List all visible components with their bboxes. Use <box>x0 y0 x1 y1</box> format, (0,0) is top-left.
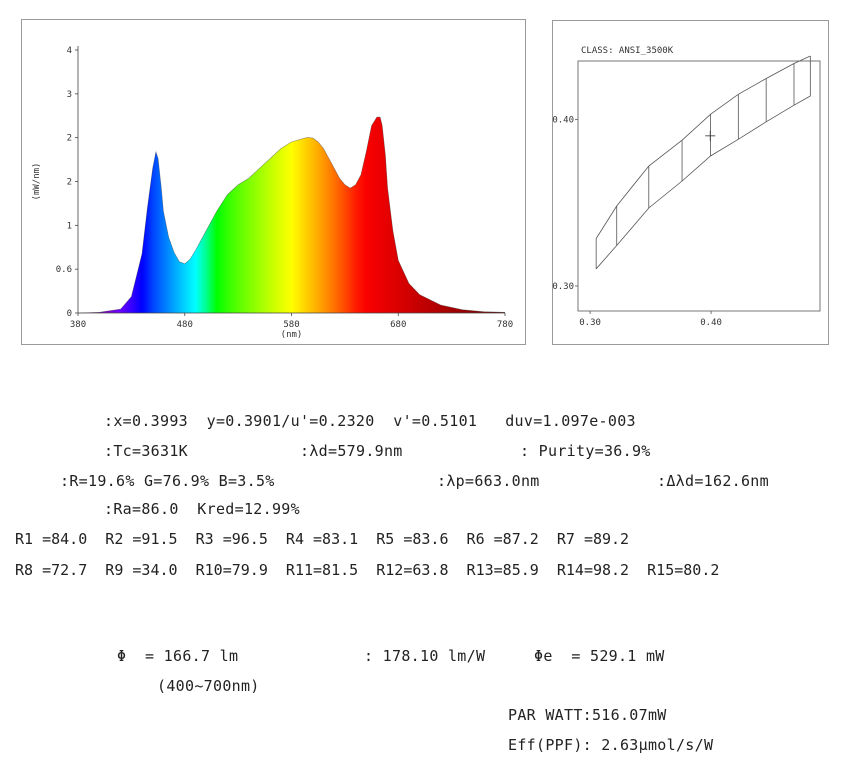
chromaticity-panel: CLASS: ANSI_3500K 0.30 0.40 0.30 0.40 <box>552 20 829 345</box>
x-tick-label: 580 <box>283 320 299 330</box>
spectrum-area <box>78 117 505 313</box>
x-tick-label: 0.40 <box>700 318 722 328</box>
y-tick-label: 0.40 <box>552 115 574 125</box>
y-tick-label: 0.6 <box>56 265 72 275</box>
dominant-wavelength: :λd=579.9nm <box>300 442 403 460</box>
chromaticity-chart: CLASS: ANSI_3500K 0.30 0.40 0.30 0.40 <box>552 46 821 328</box>
luminous-efficacy: : 178.10 lm/W <box>364 647 486 665</box>
luminous-flux: Φ = 166.7 lm <box>117 647 239 665</box>
cri-row-1: R1 =84.0 R2 =91.5 R3 =96.5 R4 =83.1 R5 =… <box>15 530 630 548</box>
y-tick-label: 3 <box>67 90 72 100</box>
plot-frame <box>577 60 821 312</box>
wavelength-range: (400~700nm) <box>157 677 260 695</box>
y-tick-label: 0.30 <box>552 282 574 292</box>
x-axis-label: (nm) <box>281 330 303 340</box>
peak-wavelength: :λp=663.0nm <box>437 472 540 490</box>
purity-value: : Purity=36.9% <box>520 442 651 460</box>
y-tick-label: 0 <box>67 309 72 319</box>
cct-value: :Tc=3631K <box>104 442 188 460</box>
y-tick-label: 2 <box>67 178 72 188</box>
cri-row-2: R8 =72.7 R9 =34.0 R10=79.9 R11=81.5 R12=… <box>15 561 720 579</box>
spectrum-chart: 380 480 580 680 780 0 0.6 1 2 2 3 4 (nm) (mW/nm) <box>32 46 513 340</box>
par-watt: PAR WATT:516.07mW <box>508 706 667 724</box>
chart-class-title: CLASS: ANSI_3500K <box>581 46 674 56</box>
bin-upper-boundary <box>595 55 811 239</box>
x-tick-label: 0.30 <box>579 318 601 328</box>
x-tick-label: 480 <box>177 320 193 330</box>
coordinates-line: :x=0.3993 y=0.3901/u'=0.2320 v'=0.5101 d… <box>104 412 636 430</box>
ppf-efficiency: Eff(PPF): 2.63μmol/s/W <box>508 736 714 754</box>
y-tick-label: 2 <box>67 134 72 144</box>
x-tick-label: 680 <box>390 320 406 330</box>
y-tick-label: 1 <box>67 221 72 231</box>
ra-kred-line: :Ra=86.0 Kred=12.99% <box>104 500 300 518</box>
bin-lower-boundary <box>595 95 811 270</box>
spectrum-panel: 380 480 580 680 780 0 0.6 1 2 2 3 4 (nm) (mW/nm) <box>21 19 526 345</box>
y-tick-label: 4 <box>67 46 72 56</box>
x-tick-label: 380 <box>70 320 86 330</box>
half-width: :Δλd=162.6nm <box>657 472 769 490</box>
radiant-flux: Φe = 529.1 mW <box>534 647 665 665</box>
x-tick-label: 780 <box>497 320 513 330</box>
rgb-ratio: :R=19.6% G=76.9% B=3.5% <box>60 472 275 490</box>
y-axis-label: (mW/nm) <box>32 163 42 201</box>
spectrum-line <box>77 116 506 314</box>
